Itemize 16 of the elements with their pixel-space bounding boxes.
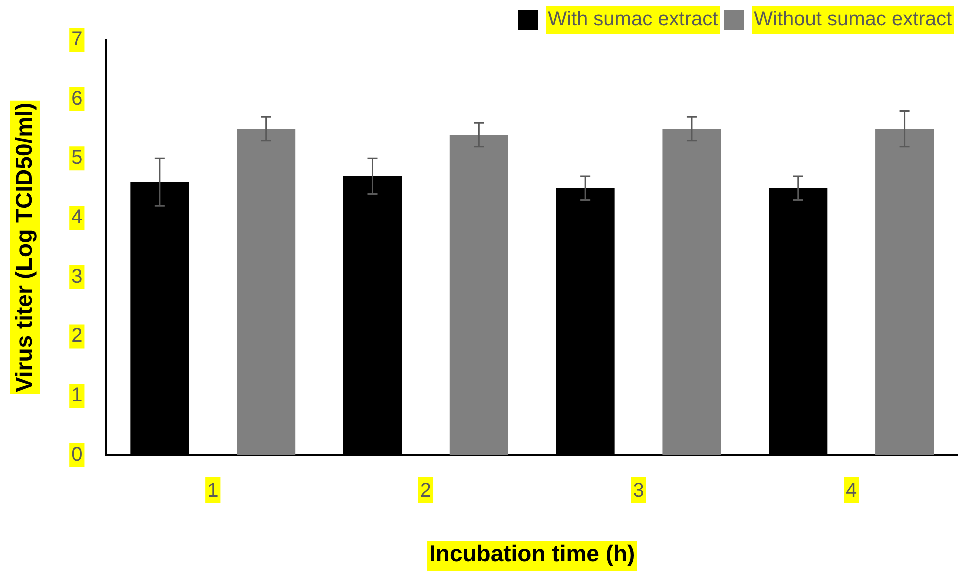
y-tick-label: 4	[72, 206, 83, 229]
y-tick-label: 5	[72, 147, 83, 170]
x-tick-label: 3	[633, 480, 644, 502]
y-tick-label: 0	[72, 444, 83, 466]
y-axis-title: Virus titer (Log TCID50/ml)	[11, 102, 38, 393]
y-tick-label: 3	[72, 266, 83, 288]
y-tick-label: 2	[72, 325, 83, 348]
legend-label: Without sumac extract	[754, 8, 952, 31]
x-tick-label: 2	[420, 480, 432, 502]
y-tick-label: 1	[72, 384, 83, 407]
x-axis-title: Incubation time (h)	[430, 540, 636, 567]
y-tick-label: 6	[72, 88, 83, 110]
legend-label: With sumac extract	[548, 8, 719, 31]
x-tick-label: 1	[208, 480, 219, 502]
y-tick-label: 7	[72, 28, 83, 51]
x-tick-label: 4	[846, 480, 858, 502]
